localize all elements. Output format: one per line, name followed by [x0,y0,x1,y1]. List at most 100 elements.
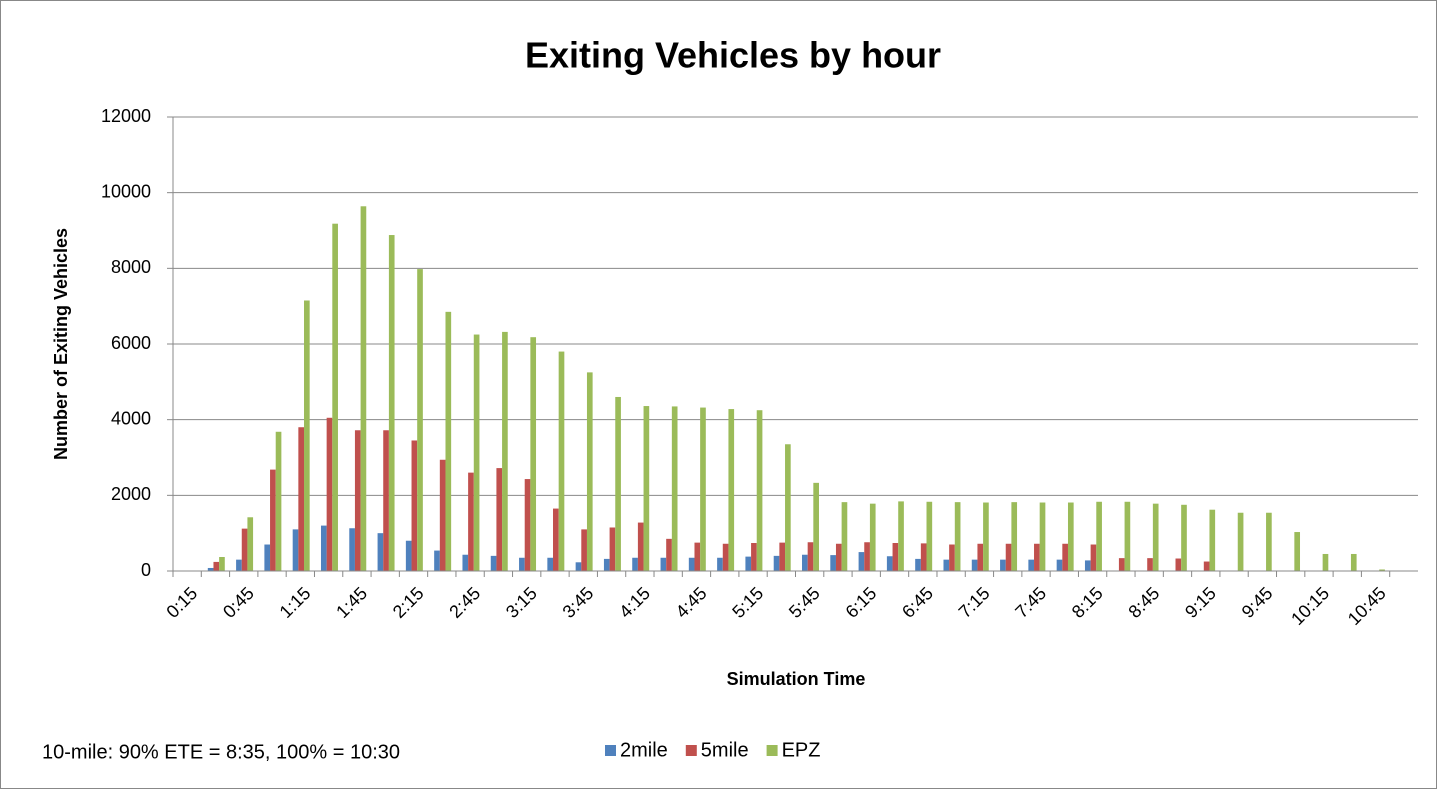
bar [1379,569,1385,571]
x-axis-label: Simulation Time [727,669,866,689]
y-axis-label: Number of Exiting Vehicles [51,228,71,460]
y-tick-label: 0 [141,560,151,580]
legend-label: EPZ [782,739,821,761]
bar [530,337,537,571]
bar [688,557,695,571]
bar [773,555,780,571]
bar [354,430,361,571]
bar [490,555,497,571]
bar [581,529,587,571]
bar [1067,502,1074,571]
bar [830,555,836,571]
bar [886,556,893,571]
bar [637,522,644,571]
bar [383,430,389,571]
bar [304,300,310,571]
bar [236,559,242,571]
bar [745,556,752,571]
bar [496,468,503,571]
legend-swatch [685,745,697,756]
bar [1124,501,1131,571]
legend-swatch [605,745,616,756]
bar [835,543,842,571]
bar [603,558,610,571]
bar [349,528,355,571]
bar [241,528,248,571]
bar [971,559,978,571]
bar [671,406,678,571]
annotation: 10-mile: 90% ETE = 8:35, 100% = 10:30 [42,741,400,763]
bar [468,472,474,571]
bar [292,529,299,571]
bar [1266,512,1272,571]
bar [660,557,667,571]
bar [360,206,367,571]
bar [1090,544,1097,571]
bar [943,559,950,571]
bar [1152,503,1159,571]
bar [700,407,706,571]
bar [1062,543,1068,571]
bar [1147,558,1153,571]
bar [553,508,559,571]
bar [586,372,593,571]
bar [920,543,927,571]
bar [207,567,214,571]
bar [326,417,333,571]
bar [264,544,271,571]
bar [405,540,412,571]
legend-swatch [766,745,778,756]
bar [892,543,899,571]
chart-title: Exiting Vehicles by hour [525,35,941,76]
bar [411,440,418,571]
bar [751,543,757,571]
bar [858,552,865,571]
bar [954,502,961,571]
bar [722,543,729,571]
bar [473,334,480,571]
bar [1118,558,1125,571]
bar [1237,512,1244,571]
y-tick-label: 12000 [101,106,151,126]
bar [270,469,276,571]
bar [615,396,621,571]
bar [434,550,440,571]
bar [219,557,225,571]
bar [915,558,921,571]
bar [779,542,786,571]
bar [213,561,220,571]
bar [275,431,282,571]
bar [1028,559,1035,571]
bar [1181,504,1187,571]
y-tick-label: 2000 [111,484,151,504]
bar [869,503,876,571]
legend-label: 5mile [701,739,749,761]
bar [1322,553,1329,571]
bar [841,502,848,571]
bar [298,427,305,571]
legend-label: 2mile [620,739,668,761]
bar [864,542,870,571]
bar [1039,502,1046,571]
bar [1011,502,1018,571]
bar [1350,553,1357,571]
bar [1056,559,1063,571]
bar [632,557,638,571]
bar [1034,543,1040,571]
bar [558,351,565,571]
bar [643,406,650,571]
bar [575,562,582,571]
bar [1209,509,1216,571]
bar [547,557,554,571]
y-tick-label: 4000 [111,408,151,428]
bar [1096,501,1102,571]
bar [977,543,984,571]
bar [926,501,933,571]
bar [524,479,531,571]
bar [728,409,735,571]
bar [320,525,327,571]
bar [1084,560,1091,571]
bar [666,538,672,571]
